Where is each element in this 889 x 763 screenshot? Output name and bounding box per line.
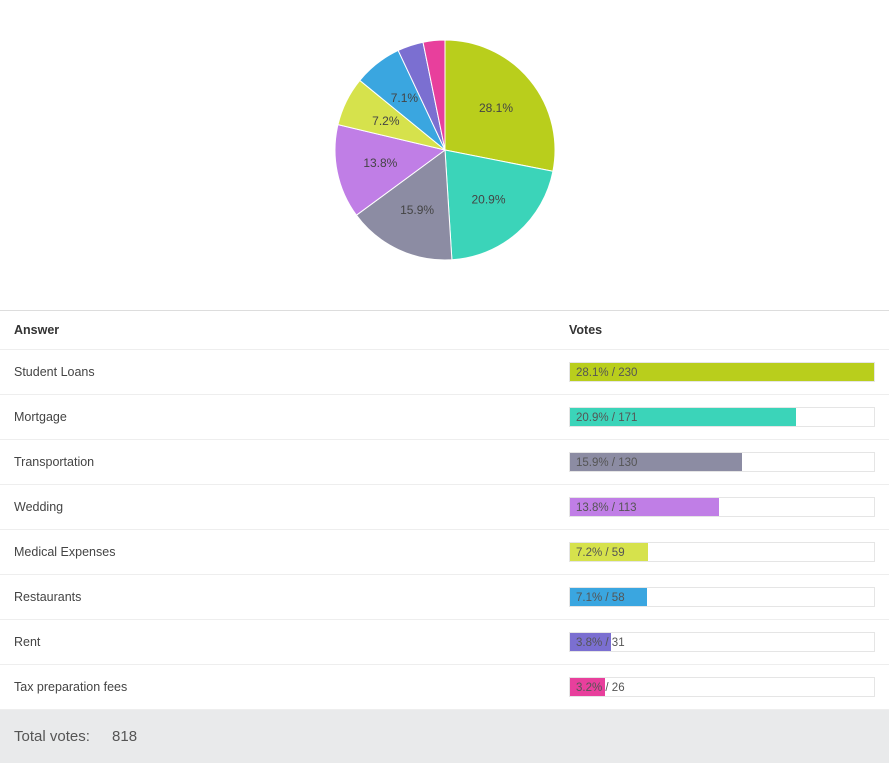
vote-bar: 3.8% / 31 [569, 632, 875, 652]
total-votes-row: Total votes: 818 [0, 710, 889, 763]
answer-label: Tax preparation fees [14, 680, 569, 694]
table-row: Restaurants7.1% / 58 [0, 575, 889, 620]
pie-chart-wrap: 28.1% 20.9% 15.9% 13.8% 7.2% 7.1% [245, 20, 645, 280]
pie-chart: 28.1% 20.9% 15.9% 13.8% 7.2% 7.1% [245, 20, 645, 280]
answer-label: Medical Expenses [14, 545, 569, 559]
pie-slice-label: 7.1% [390, 91, 418, 105]
answer-label: Wedding [14, 500, 569, 514]
pie-slice-label: 13.8% [363, 156, 397, 170]
vote-bar-text: 20.9% / 171 [570, 408, 874, 428]
vote-bar-text: 13.8% / 113 [570, 498, 874, 518]
answer-label: Student Loans [14, 365, 569, 379]
answer-label: Mortgage [14, 410, 569, 424]
table-row: Wedding13.8% / 113 [0, 485, 889, 530]
votes-cell: 13.8% / 113 [569, 497, 875, 517]
votes-cell: 7.1% / 58 [569, 587, 875, 607]
vote-bar: 20.9% / 171 [569, 407, 875, 427]
table-row: Transportation15.9% / 130 [0, 440, 889, 485]
pie-slice-label: 28.1% [478, 101, 512, 115]
table-row: Medical Expenses7.2% / 59 [0, 530, 889, 575]
vote-bar: 13.8% / 113 [569, 497, 875, 517]
pie-slice-label: 20.9% [471, 193, 505, 207]
vote-bar-text: 7.1% / 58 [570, 588, 874, 608]
table-row: Rent3.8% / 31 [0, 620, 889, 665]
votes-cell: 3.8% / 31 [569, 632, 875, 652]
answer-label: Transportation [14, 455, 569, 469]
vote-bar: 7.1% / 58 [569, 587, 875, 607]
vote-bar-text: 3.2% / 26 [570, 678, 874, 698]
vote-bar-text: 15.9% / 130 [570, 453, 874, 473]
vote-bar-text: 28.1% / 230 [570, 363, 874, 383]
vote-bar-text: 7.2% / 59 [570, 543, 874, 563]
vote-bar: 3.2% / 26 [569, 677, 875, 697]
votes-cell: 28.1% / 230 [569, 362, 875, 382]
votes-cell: 15.9% / 130 [569, 452, 875, 472]
total-votes-label: Total votes: [14, 728, 90, 745]
column-header-answer: Answer [14, 323, 569, 337]
pie-chart-area: 28.1% 20.9% 15.9% 13.8% 7.2% 7.1% [0, 0, 889, 310]
table-header-row: Answer Votes [0, 310, 889, 350]
vote-bar: 7.2% / 59 [569, 542, 875, 562]
table-row: Mortgage20.9% / 171 [0, 395, 889, 440]
column-header-votes: Votes [569, 323, 875, 337]
results-table: Answer Votes Student Loans28.1% / 230Mor… [0, 310, 889, 763]
pie-slice-label: 7.2% [372, 114, 400, 128]
votes-cell: 3.2% / 26 [569, 677, 875, 697]
answer-label: Restaurants [14, 590, 569, 604]
votes-cell: 7.2% / 59 [569, 542, 875, 562]
vote-bar: 28.1% / 230 [569, 362, 875, 382]
vote-bar: 15.9% / 130 [569, 452, 875, 472]
vote-bar-text: 3.8% / 31 [570, 633, 874, 653]
total-votes-value: 818 [112, 728, 137, 745]
table-row: Student Loans28.1% / 230 [0, 350, 889, 395]
votes-cell: 20.9% / 171 [569, 407, 875, 427]
answer-label: Rent [14, 635, 569, 649]
table-row: Tax preparation fees3.2% / 26 [0, 665, 889, 710]
pie-slice-label: 15.9% [400, 203, 434, 217]
